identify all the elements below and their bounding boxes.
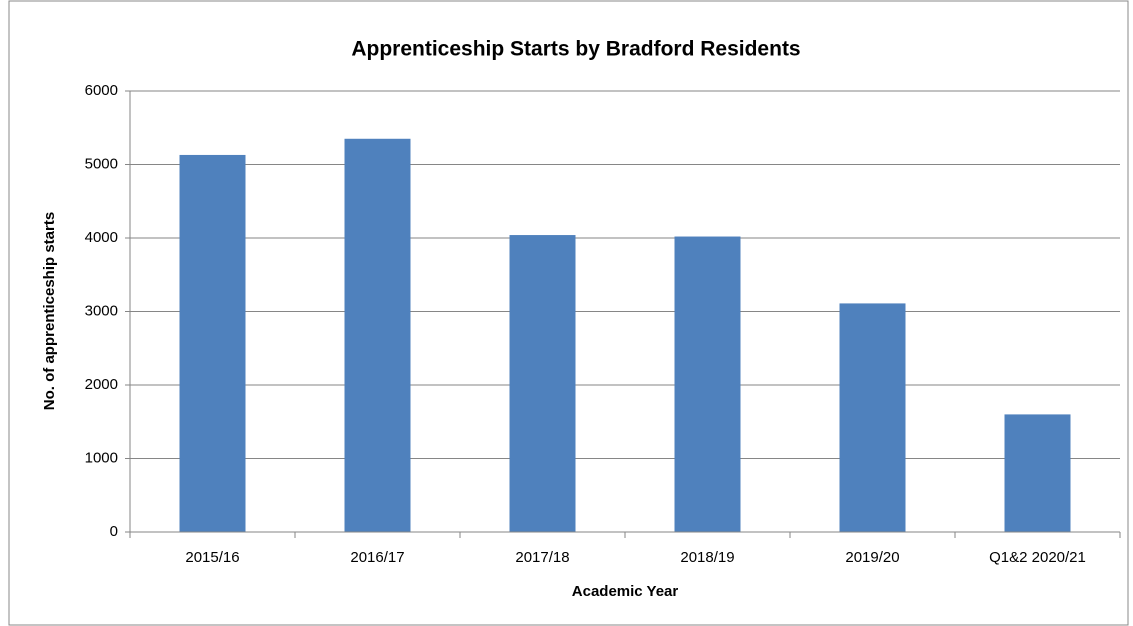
bar — [179, 154, 246, 532]
x-axis-title: Academic Year — [572, 583, 679, 600]
chart-title: Apprenticeship Starts by Bradford Reside… — [351, 38, 800, 61]
y-tick-label: 5000 — [85, 155, 118, 172]
x-tick-label: 2015/16 — [185, 549, 239, 566]
y-tick-label: 2000 — [85, 376, 118, 393]
y-axis-title: No. of apprenticeship starts — [41, 212, 58, 410]
bar — [509, 235, 576, 532]
y-tick-label: 6000 — [85, 82, 118, 99]
x-tick-label: 2019/20 — [845, 549, 899, 566]
x-tick-label: 2016/17 — [350, 549, 404, 566]
x-tick-label: Q1&2 2020/21 — [989, 549, 1086, 566]
bar — [839, 303, 906, 532]
x-tick-label: 2017/18 — [515, 549, 569, 566]
y-tick-label: 0 — [110, 523, 118, 540]
bar — [1004, 414, 1071, 532]
y-tick-label: 4000 — [85, 229, 118, 246]
y-tick-label: 1000 — [85, 449, 118, 466]
bar — [674, 236, 741, 532]
y-tick-label: 3000 — [85, 302, 118, 319]
x-tick-label: 2018/19 — [680, 549, 734, 566]
bar — [344, 138, 411, 532]
